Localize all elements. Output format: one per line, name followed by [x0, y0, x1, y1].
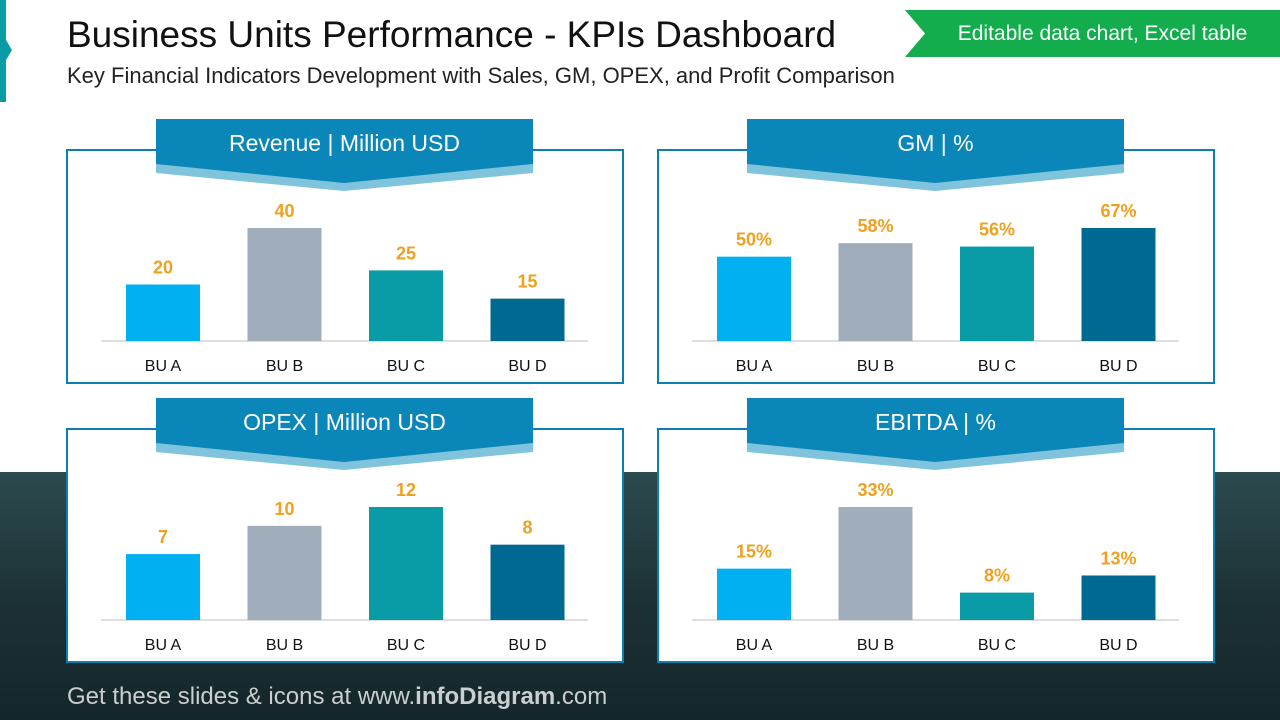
data-label: 7 — [158, 527, 168, 547]
category-label: BU D — [508, 358, 546, 375]
bar-chart-gm: 50% BU A 58% BU B 56% BU C 67% BU D — [692, 201, 1179, 375]
category-label: BU B — [266, 358, 303, 375]
bar — [1081, 575, 1156, 620]
bar — [960, 592, 1034, 620]
data-label: 12 — [396, 480, 416, 500]
data-label: 40 — [274, 201, 294, 221]
category-label: BU C — [978, 637, 1016, 654]
bar — [717, 256, 791, 341]
chart-title: GM | % — [897, 130, 974, 156]
editable-badge: Editable data chart, Excel table — [905, 10, 1280, 57]
bar — [960, 246, 1034, 341]
footer-brand: infoDiagram — [415, 683, 556, 710]
bar — [247, 525, 322, 620]
bar — [1081, 228, 1156, 341]
category-label: BU A — [736, 358, 773, 375]
data-label: 58% — [857, 216, 893, 236]
data-label: 67% — [1100, 201, 1136, 221]
category-label: BU D — [1099, 358, 1137, 375]
footer-suffix: .com — [555, 683, 608, 710]
category-label: BU B — [857, 637, 894, 654]
bar-chart-ebitda: 15% BU A 33% BU B 8% BU C 13% BU D — [692, 480, 1179, 654]
data-label: 13% — [1100, 548, 1136, 568]
category-label: BU C — [387, 358, 425, 375]
category-label: BU C — [978, 358, 1016, 375]
chart-title-tab: GM | % — [747, 119, 1124, 191]
bar — [490, 298, 565, 341]
bar — [369, 270, 443, 341]
category-label: BU A — [145, 358, 182, 375]
bar — [369, 507, 443, 620]
chart-title-tab: EBITDA | % — [747, 398, 1124, 470]
data-label: 8 — [522, 518, 532, 538]
chart-title-tab: Revenue | Million USD — [156, 119, 533, 191]
chart-title: OPEX | Million USD — [243, 409, 446, 435]
bar-chart-opex: 7 BU A 10 BU B 12 BU C 8 BU D — [101, 480, 588, 654]
bar — [838, 507, 913, 620]
chart-title: EBITDA | % — [874, 409, 996, 435]
data-label: 15% — [736, 542, 772, 562]
bar — [717, 568, 791, 620]
bar — [126, 554, 200, 620]
bar — [838, 243, 913, 341]
category-label: BU B — [857, 358, 894, 375]
category-label: BU C — [387, 637, 425, 654]
accent-marker — [0, 0, 12, 102]
chart-panel-opex: 7 BU A 10 BU B 12 BU C 8 BU D — [66, 428, 624, 663]
bar — [247, 228, 322, 341]
category-label: BU D — [508, 637, 546, 654]
data-label: 25 — [396, 243, 416, 263]
page-subtitle: Key Financial Indicators Development wit… — [67, 63, 895, 88]
bar-chart-revenue: 20 BU A 40 BU B 25 BU C 15 BU D — [101, 201, 588, 375]
page-title: Business Units Performance - KPIs Dashbo… — [67, 14, 837, 55]
data-label: 33% — [857, 480, 893, 500]
footer-text: Get these slides & icons at www.infoDiag… — [67, 683, 607, 711]
data-label: 50% — [736, 230, 772, 250]
data-label: 8% — [984, 566, 1010, 586]
data-label: 15 — [517, 272, 537, 292]
category-label: BU B — [266, 637, 303, 654]
bar — [126, 284, 200, 341]
data-label: 10 — [274, 499, 294, 519]
bar — [490, 544, 565, 620]
chart-title-tab: OPEX | Million USD — [156, 398, 533, 470]
chart-title: Revenue | Million USD — [229, 130, 460, 156]
footer-prefix: Get these slides & icons at www. — [67, 683, 416, 710]
category-label: BU D — [1099, 637, 1137, 654]
category-label: BU A — [145, 637, 182, 654]
data-label: 56% — [979, 220, 1015, 240]
category-label: BU A — [736, 637, 773, 654]
data-label: 20 — [153, 258, 173, 278]
